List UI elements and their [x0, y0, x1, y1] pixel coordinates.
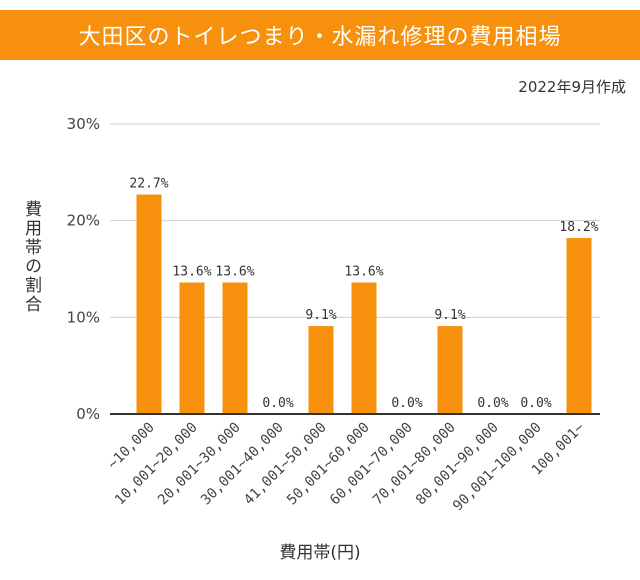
bar — [136, 194, 162, 414]
data-label: 9.1% — [434, 308, 465, 323]
data-label: 0.0% — [520, 396, 551, 411]
bar — [308, 326, 334, 414]
y-axis-label: 費用帯の割合 — [21, 200, 41, 314]
bar — [222, 282, 248, 414]
bar — [351, 282, 377, 414]
data-label: 0.0% — [477, 396, 508, 411]
y-tick-label: 0% — [76, 405, 100, 423]
x-axis-label: 費用帯(円) — [279, 543, 361, 563]
data-label: 18.2% — [559, 220, 598, 235]
bar — [437, 326, 463, 414]
y-tick-label: 10% — [67, 308, 100, 326]
data-label: 0.0% — [391, 396, 422, 411]
bar — [566, 238, 592, 414]
data-label: 9.1% — [305, 308, 336, 323]
data-label: 13.6% — [172, 265, 211, 280]
y-tick-label: 20% — [67, 212, 100, 230]
data-label: 0.0% — [262, 396, 293, 411]
data-label: 13.6% — [215, 265, 254, 280]
data-label: 22.7% — [129, 177, 168, 192]
chart-subtitle: 2022年9月作成 — [518, 78, 626, 96]
bar — [179, 282, 205, 414]
y-tick-label: 30% — [67, 115, 100, 133]
data-label: 13.6% — [344, 265, 383, 280]
chart-title: 大田区のトイレつまり・水漏れ修理の費用相場 — [0, 10, 640, 60]
